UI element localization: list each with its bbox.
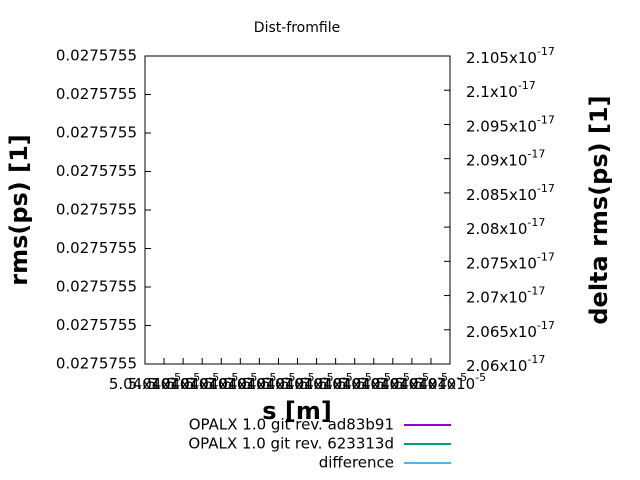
y2-tick-label: 2.075x10-17 [466, 250, 555, 272]
y-tick-label: 0.0275755 [56, 85, 137, 103]
y-tick-label: 0.0275755 [56, 162, 137, 180]
y2-tick-label: 2.1x10-17 [466, 79, 536, 101]
x-tick-label: 5.04x10-5 [166, 371, 238, 393]
x-tick-label: 5.04x10-5 [319, 371, 391, 393]
y-tick-label: 0.0275755 [56, 239, 137, 257]
x-tick-label: 5.04x10-5 [261, 371, 333, 393]
y2-tick-label: 2.08x10-17 [466, 216, 545, 238]
y-tick-label: 0.0275755 [56, 201, 137, 219]
x-tick-label: 5.04x10-5 [242, 371, 314, 393]
y2-tick-label: 2.09x10-17 [466, 148, 545, 170]
legend-label: OPALX 1.0 git rev. 623313d [188, 435, 394, 453]
y2-tick-label: 2.095x10-17 [466, 113, 555, 135]
x-tick-label: 5.04x10-5 [376, 371, 448, 393]
y2-tick-label: 2.07x10-17 [466, 285, 545, 307]
y-tick-label: 0.0275755 [56, 316, 137, 334]
y-tick-label: 0.0275755 [56, 47, 137, 65]
y-tick-label: 0.0275755 [56, 355, 137, 373]
y-tick-label: 0.0275755 [56, 124, 137, 142]
x-tick-label: 5.04x10-5 [147, 371, 219, 393]
chart-title: Dist-fromfile [254, 20, 340, 36]
y-tick-label: 0.0275755 [56, 278, 137, 296]
y-axis-label: rms(ps) [1] [5, 134, 33, 286]
x-axis-label: s [m] [262, 397, 332, 425]
y2-tick-label: 2.065x10-17 [466, 319, 555, 341]
x-tick-label: 5.04x10-5 [109, 371, 181, 393]
legend-label: difference [319, 454, 394, 472]
x-tick-label: 5.04x10-5 [280, 371, 352, 393]
x-tick-label: 5.04x10-5 [204, 371, 276, 393]
x-tick-label: 5.04x10-5 [223, 371, 295, 393]
x-tick-label: 5.04x10-5 [338, 371, 410, 393]
y2-tick-label: 2.06x10-17 [466, 353, 545, 375]
y2-tick-label: 2.085x10-17 [466, 182, 555, 204]
x-tick-label: 5.04x10-5 [185, 371, 257, 393]
y2-tick-label: 2.105x10-17 [466, 45, 555, 67]
y2-axis-label: delta rms(ps) [1] [585, 95, 613, 324]
x-tick-label: 5.04x10-5 [395, 371, 467, 393]
x-tick-label: 5.04x10-5 [128, 371, 200, 393]
legend-label: OPALX 1.0 git rev. ad83b91 [189, 416, 394, 434]
x-tick-label: 5.04x10-5 [299, 371, 371, 393]
x-tick-label: 5.04x10-5 [414, 371, 486, 393]
plot-frame [144, 55, 451, 365]
x-tick-label: 5.04x10-5 [357, 371, 429, 393]
